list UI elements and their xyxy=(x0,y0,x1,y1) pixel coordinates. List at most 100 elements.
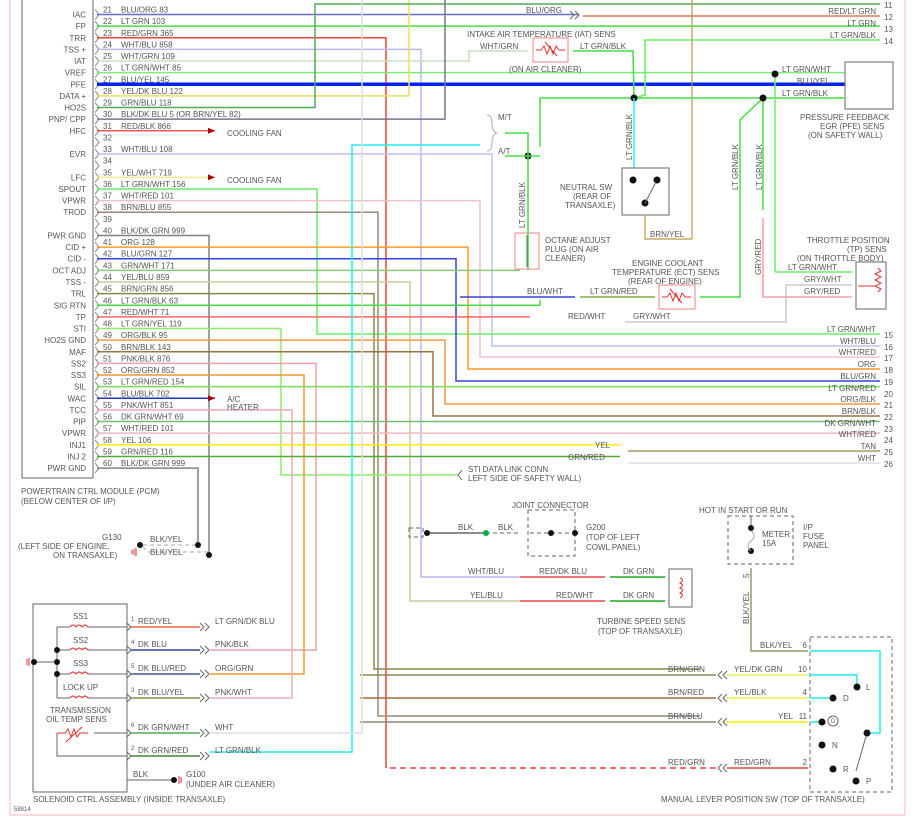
g130-wire-2: BLK/YEL xyxy=(150,548,183,557)
mlps-wire-label: YEL/BLK xyxy=(734,688,767,697)
solenoid-outer-wire-label: LT GRN/BLK xyxy=(215,746,262,755)
turbine-wire-1a: WHT/BLU xyxy=(468,567,504,576)
pcm-pin-32: 32 xyxy=(94,133,112,148)
wire-pin-36 xyxy=(97,188,880,335)
wire-pin-25 xyxy=(97,50,528,62)
connector-wire-label: WHT/BLU xyxy=(840,337,876,346)
pin-number: 29 xyxy=(103,99,112,108)
pin-number: 58 xyxy=(103,436,112,445)
mlps-pin-number: 2 xyxy=(803,758,808,767)
turbine-title-2: (TOP OF TRANSAXLE) xyxy=(598,627,683,636)
connector-wire-label: ORG/BLK xyxy=(840,395,876,404)
connector-stub xyxy=(408,527,424,538)
sti-title-2: LEFT SIDE OF SAFETY WALL) xyxy=(468,474,582,483)
pcm-wire-routes xyxy=(97,0,880,768)
wire-pin-30 xyxy=(97,0,446,120)
mlps-outer-wire-label: BRN/GRN xyxy=(668,665,705,674)
pin-wire-label: LT GRN/WHT 156 xyxy=(121,180,186,189)
pfe-wire-2: BLU/YEL xyxy=(797,77,830,86)
mlps-outer-wire-label: RED/GRN xyxy=(668,758,705,767)
ground-icon xyxy=(131,548,137,556)
pcm-pin-34: 34 xyxy=(94,157,112,172)
sti-connector-icon xyxy=(457,469,463,481)
g100-name: G100 xyxy=(186,770,206,779)
pin-number: 45 xyxy=(103,285,112,294)
fuse-pin: 5 xyxy=(742,573,751,578)
wire-pin-51 xyxy=(97,362,317,651)
g130-wire-1: BLK/YEL xyxy=(150,535,183,544)
mt-label: M/T xyxy=(498,113,512,122)
iat-title: INTAKE AIR TEMPERATURE (IAT) SENS xyxy=(467,30,616,39)
connector-pin-number: 24 xyxy=(884,436,893,445)
wire-pin-29 xyxy=(97,3,880,109)
overdrive-circle-icon xyxy=(827,715,839,727)
connector-wire-label: BRN/BLK xyxy=(842,407,877,416)
wire-tp-gry-wht xyxy=(625,284,852,323)
pin-number: 53 xyxy=(103,378,112,387)
solenoid-inner-wire-label: RED/YEL xyxy=(138,617,173,626)
wire-cyan-mlps xyxy=(810,650,881,734)
pin-function: TSS + xyxy=(64,45,87,54)
tp-title-2: (TP) SENS xyxy=(847,245,887,254)
pin-wire-label: ORG/GRN 852 xyxy=(121,366,175,375)
pcm-pin-33: EVR 33 WHT/BLU 108 xyxy=(70,145,173,160)
thermistor-icon xyxy=(536,41,565,57)
pin-function: PIP xyxy=(73,418,86,427)
connector-pin-number: 21 xyxy=(884,401,893,410)
connector-pin-number: 23 xyxy=(884,425,893,434)
pin-function: OCT ADJ xyxy=(52,266,86,275)
tot-label-1: TRANSMISSION xyxy=(50,706,111,715)
splice-dot xyxy=(771,70,779,78)
pin-function: TSS - xyxy=(66,278,87,287)
mlps-pin-number: 11 xyxy=(799,712,808,721)
pin-wire-label: LT GRN/BLK 63 xyxy=(121,296,179,305)
cooling-fan-label-1: COOLING FAN xyxy=(227,129,282,138)
connector-chevron xyxy=(717,670,728,680)
turbine-wire-2a: YEL/BLU xyxy=(470,591,503,600)
connector-chevron xyxy=(126,751,132,761)
right-connector: 11 12 RED/LT GRN 13 LT GRN 14 LT GRN/BLK 15 LT G… xyxy=(824,1,893,469)
connector-chevron xyxy=(199,669,210,679)
connector-chevron xyxy=(199,728,210,738)
pin-wire-label: BRN/BLU 855 xyxy=(121,203,172,212)
splice-dot xyxy=(759,94,767,102)
pin-wire-label: WHT/BLU 858 xyxy=(121,40,173,49)
right-connector-pin-18: 18 ORG xyxy=(858,360,894,375)
pin-number: 42 xyxy=(103,250,112,259)
vert-label-lt-grn-blk-3: LT GRN/BLK xyxy=(731,143,740,190)
vert-label-lt-grn-blk-4: LT GRN/BLK xyxy=(755,143,764,190)
ss2-label: SS2 xyxy=(73,636,89,645)
wire-pin-38 xyxy=(97,211,700,717)
lt-grn-red-label: LT GRN/RED xyxy=(590,287,638,296)
connector-pin-number: 15 xyxy=(884,331,893,340)
connector-wire-label: LT GRN/WHT xyxy=(827,325,876,334)
pin-number: 43 xyxy=(103,261,112,270)
pin-number: 54 xyxy=(103,389,112,398)
tot-sensor-bus xyxy=(56,733,127,757)
octane-plug-box xyxy=(514,232,540,270)
pin-number: 47 xyxy=(103,308,112,317)
mlps-pin-number: 4 xyxy=(803,688,808,697)
solenoid-pin-number: 1 xyxy=(131,617,135,623)
fuse-icon xyxy=(747,530,755,552)
pin-function: TP xyxy=(76,313,86,322)
wire-g130 xyxy=(142,544,209,553)
pin-function: TCC xyxy=(70,406,87,415)
pin-number: 21 xyxy=(103,6,112,15)
solenoid-coil-icon xyxy=(69,624,90,628)
pin-wire-label: GRN/BLU 118 xyxy=(121,99,172,108)
connector-chevron xyxy=(126,693,132,703)
solenoid-coil-icon xyxy=(69,695,90,699)
pin-number: 24 xyxy=(103,40,112,49)
turbine-wire-1b: RED/DK BLU xyxy=(539,567,587,576)
wire-pin-41 xyxy=(97,246,880,370)
right-connector-pin-19: 19 BLU/GRN xyxy=(840,372,893,387)
connector-wire-label: ORG xyxy=(858,360,876,369)
solenoid-inner-wire-label: DK BLU/YEL xyxy=(138,688,185,697)
ac-heater-label-1: A/C xyxy=(227,395,241,404)
connector-chevron xyxy=(126,669,132,679)
pin-function: SPOUT xyxy=(58,185,86,194)
pin-function: INJ1 xyxy=(70,441,87,450)
right-connector-pin-17: 17 WHT/RED xyxy=(839,348,894,363)
pin-number: 57 xyxy=(103,424,112,433)
